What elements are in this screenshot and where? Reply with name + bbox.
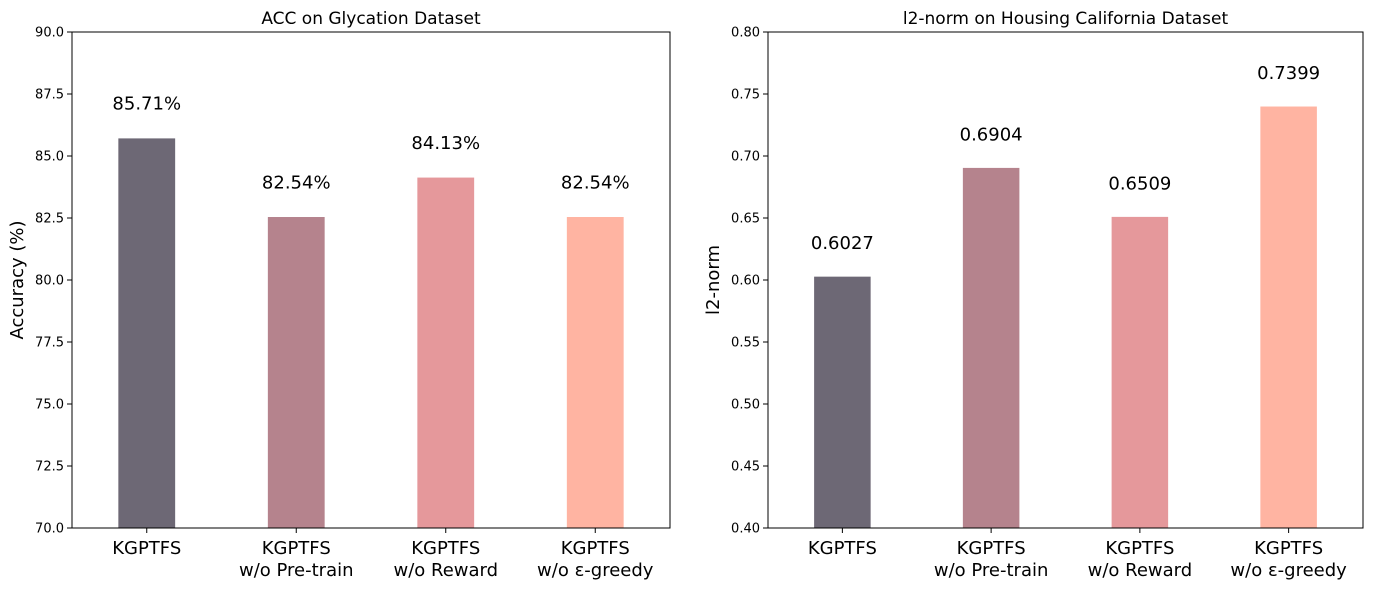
- y-tick-label: 72.5: [35, 460, 64, 475]
- x-tick-label: KGPTFS w/o ε-greedy: [537, 538, 654, 581]
- x-tick-label-line: KGPTFS: [957, 538, 1026, 559]
- y-tick-label: 75.0: [35, 398, 64, 413]
- bar: [566, 217, 624, 528]
- x-tick-label: KGPTFS w/o Reward: [1088, 538, 1193, 581]
- bar: [1260, 106, 1317, 529]
- y-tick-label: 0.70: [731, 150, 760, 165]
- x-tick-label: KGPTFS w/o Pre-train: [239, 538, 354, 581]
- data-label: 0.6027: [811, 233, 874, 254]
- data-label: 82.54%: [561, 172, 630, 193]
- y-tick-label: 85.0: [35, 150, 64, 165]
- data-label: 0.7399: [1257, 63, 1320, 84]
- data-label: 0.6509: [1108, 173, 1171, 194]
- x-tick-label-line: KGPTFS: [262, 538, 331, 559]
- x-tick-label: KGPTFS w/o Pre-train: [934, 538, 1049, 581]
- y-tick-label: 0.55: [731, 336, 760, 351]
- y-tick-label: 70.0: [35, 522, 64, 537]
- x-tick-label-line: KGPTFS: [112, 538, 181, 559]
- x-tick-label-line: w/o Reward: [393, 560, 498, 581]
- x-tick-label-line: KGPTFS: [411, 538, 480, 559]
- y-tick-label: 0.60: [731, 274, 760, 289]
- y-tick-label: 0.45: [731, 460, 760, 475]
- y-tick-label: 0.40: [731, 522, 760, 537]
- y-tick-label: 77.5: [35, 336, 64, 351]
- y-axis-label: l2-norm: [703, 245, 724, 315]
- x-tick-label-line: KGPTFS: [808, 538, 877, 559]
- y-tick-label: 0.80: [731, 26, 760, 41]
- bar: [417, 177, 475, 529]
- data-label: 0.6904: [960, 124, 1023, 145]
- y-axis-label: Accuracy (%): [7, 220, 28, 339]
- y-tick-label: 82.5: [35, 212, 64, 227]
- y-tick-label: 0.75: [731, 88, 760, 103]
- y-tick-label: 90.0: [35, 26, 64, 41]
- x-tick-label-line: KGPTFS: [1105, 538, 1174, 559]
- bar: [1111, 216, 1169, 528]
- data-label: 84.13%: [411, 133, 480, 154]
- x-tick-label-line: w/o Reward: [1088, 560, 1193, 581]
- data-label: 82.54%: [262, 172, 331, 193]
- l2-norm-chart: l2-norm on Housing California Dataset l2-…: [703, 9, 1364, 581]
- x-tick-label: KGPTFS: [112, 538, 181, 559]
- y-tick-label: 0.65: [731, 212, 760, 227]
- data-label: 85.71%: [112, 94, 181, 115]
- x-tick-label-line: w/o Pre-train: [239, 560, 354, 581]
- accuracy-chart: ACC on Glycation Dataset Accuracy (%) 85.7…: [7, 9, 671, 581]
- bar: [118, 138, 176, 528]
- x-tick-label-line: w/o Pre-train: [934, 560, 1049, 581]
- y-tick-label: 0.50: [731, 398, 760, 413]
- x-tick-label-line: w/o ε-greedy: [537, 560, 654, 581]
- x-tick-label: KGPTFS w/o ε-greedy: [1230, 538, 1347, 581]
- x-tick-label-line: KGPTFS: [561, 538, 630, 559]
- bar: [267, 217, 325, 528]
- x-tick-label: KGPTFS w/o Reward: [393, 538, 498, 581]
- chart-title: l2-norm on Housing California Dataset: [903, 9, 1229, 29]
- axes-frame: [767, 31, 1364, 529]
- y-tick-label: 87.5: [35, 88, 64, 103]
- x-tick-label-line: KGPTFS: [1254, 538, 1323, 559]
- axes-frame: [71, 31, 671, 529]
- bar: [962, 167, 1020, 529]
- y-tick-label: 80.0: [35, 274, 64, 289]
- x-tick-label-line: w/o ε-greedy: [1230, 560, 1347, 581]
- bar: [814, 276, 871, 528]
- chart-title: ACC on Glycation Dataset: [261, 9, 481, 29]
- x-tick-label: KGPTFS: [808, 538, 877, 559]
